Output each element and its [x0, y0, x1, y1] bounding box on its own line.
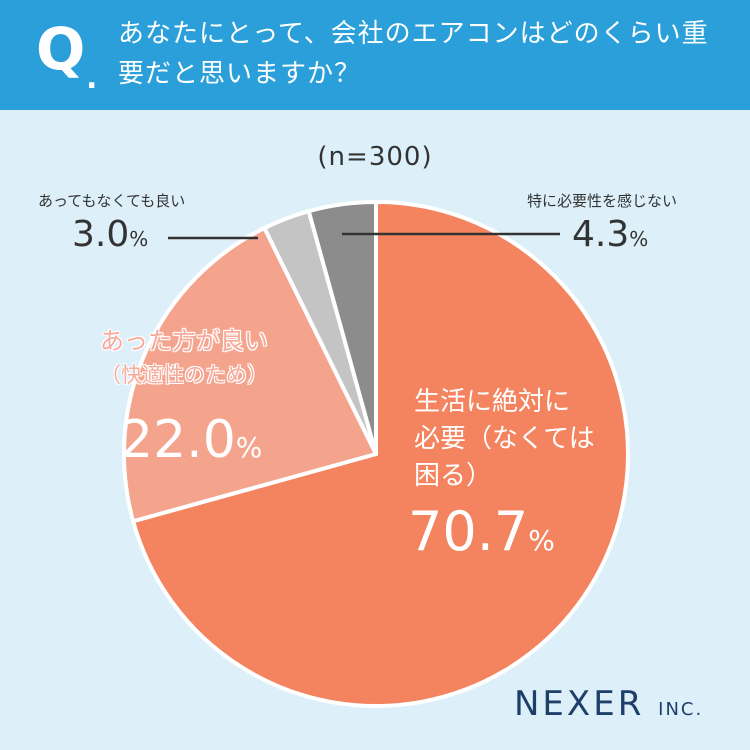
- label-not-needed: 特に必要性を感じない: [527, 192, 678, 210]
- value-better-unit: %: [235, 431, 263, 464]
- slice-essential: [131, 200, 630, 708]
- pie-slices: [122, 200, 630, 708]
- value-either-unit: %: [129, 227, 149, 251]
- question-header: Q . あなたにとって、会社のエアコンはどのくらい重要だと思いますか？: [0, 0, 750, 110]
- value-not-needed-number: 4.3: [572, 214, 630, 255]
- label-essential: 生活に絶対に 必要（なくては 困る）: [414, 384, 595, 495]
- logo-name: NEXER: [514, 684, 645, 724]
- q-dot: .: [86, 61, 98, 96]
- value-not-needed: 4.3%: [572, 214, 648, 255]
- value-not-needed-unit: %: [629, 227, 649, 251]
- logo-suffix: INC.: [658, 699, 704, 720]
- question-text: あなたにとって、会社のエアコンはどのくらい重要だと思いますか？: [118, 19, 709, 89]
- company-logo: NEXER INC.: [514, 684, 703, 724]
- label-better: あった方が良い （快適性のため）: [100, 324, 268, 392]
- label-essential-line2: 必要（なくては: [414, 424, 595, 454]
- value-either: 3.0%: [72, 214, 148, 255]
- label-better-line2: （快適性のため）: [100, 363, 268, 387]
- value-essential: 70.7%: [408, 500, 555, 563]
- label-either: あってもなくても良い: [38, 192, 186, 210]
- label-essential-line1: 生活に絶対に: [414, 387, 571, 417]
- value-better-number: 22.0: [120, 410, 236, 470]
- q-mark: Q: [36, 15, 86, 83]
- value-essential-unit: %: [528, 524, 555, 557]
- slice-better: [122, 226, 378, 524]
- value-essential-number: 70.7: [408, 500, 529, 563]
- value-better: 22.0%: [120, 410, 262, 470]
- label-better-line1: あった方が良い: [100, 327, 268, 355]
- slice-not-needed: [306, 200, 378, 456]
- value-either-number: 3.0: [72, 214, 130, 255]
- label-essential-line3: 困る）: [414, 461, 493, 491]
- sample-size: (n=300): [317, 142, 433, 172]
